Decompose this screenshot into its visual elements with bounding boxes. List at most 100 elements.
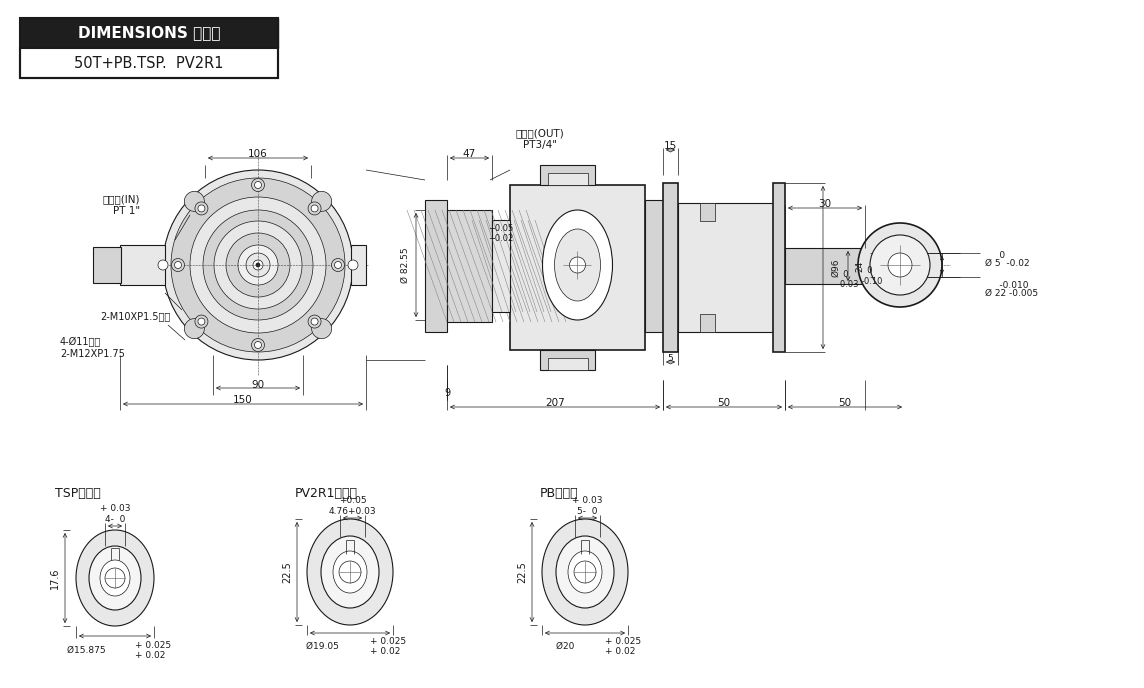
Circle shape <box>574 561 596 583</box>
Circle shape <box>348 260 358 270</box>
Circle shape <box>339 561 362 583</box>
Circle shape <box>198 205 205 212</box>
Circle shape <box>334 261 342 268</box>
Bar <box>93 247 121 283</box>
Text: Ø15.875: Ø15.875 <box>66 646 111 655</box>
Circle shape <box>311 318 318 325</box>
Text: DIMENSIONS 尺寸圖: DIMENSIONS 尺寸圖 <box>78 25 221 41</box>
Circle shape <box>311 319 332 338</box>
Circle shape <box>194 315 208 328</box>
Text: + 0.025
+ 0.02: + 0.025 + 0.02 <box>370 637 406 656</box>
Text: 50: 50 <box>839 398 851 408</box>
Text: + 0.03
5-  0: + 0.03 5- 0 <box>572 496 603 516</box>
Circle shape <box>172 259 184 272</box>
Ellipse shape <box>569 551 602 593</box>
Bar <box>19 18 278 78</box>
Circle shape <box>858 223 942 307</box>
Text: Ø20: Ø20 <box>556 642 580 651</box>
Ellipse shape <box>307 519 394 625</box>
Text: + 0.03
4-  0: + 0.03 4- 0 <box>100 504 130 524</box>
Bar <box>773 183 785 352</box>
Text: 24: 24 <box>856 260 865 272</box>
Circle shape <box>308 315 321 328</box>
Circle shape <box>227 233 289 297</box>
Bar <box>700 203 715 221</box>
Circle shape <box>194 202 208 215</box>
Bar <box>540 350 595 370</box>
Text: 入油口(IN)
PT 1": 入油口(IN) PT 1" <box>103 194 140 216</box>
Text: 4-Ø11鑽穿
2-M12XP1.75: 4-Ø11鑽穿 2-M12XP1.75 <box>59 337 125 359</box>
Text: 47: 47 <box>463 149 476 159</box>
Circle shape <box>190 197 326 333</box>
Text: 2-M10XP1.5鑽穿: 2-M10XP1.5鑽穿 <box>100 311 170 321</box>
Text: TSP連軸器: TSP連軸器 <box>55 486 101 499</box>
Bar <box>700 314 715 332</box>
Ellipse shape <box>76 530 154 626</box>
Circle shape <box>254 182 262 189</box>
Bar <box>447 210 492 322</box>
Ellipse shape <box>542 210 612 320</box>
Bar <box>548 358 588 370</box>
Text: 90: 90 <box>252 380 264 390</box>
Bar <box>426 200 447 332</box>
Text: PB連軸器: PB連軸器 <box>540 486 579 499</box>
Text: PV2R1連軸器: PV2R1連軸器 <box>295 486 358 499</box>
Text: Ø19.05: Ø19.05 <box>307 642 345 651</box>
Bar <box>120 245 165 285</box>
Text: 0
-0.10: 0 -0.10 <box>861 266 883 286</box>
Circle shape <box>202 210 313 320</box>
Text: -0.010: -0.010 <box>985 281 1028 290</box>
Ellipse shape <box>555 229 601 301</box>
Text: 150: 150 <box>233 395 253 405</box>
Text: + 0.025
+ 0.02: + 0.025 + 0.02 <box>605 637 641 656</box>
Circle shape <box>252 178 264 191</box>
Text: 30: 30 <box>818 199 832 209</box>
Circle shape <box>246 253 270 277</box>
Text: 207: 207 <box>546 398 565 408</box>
Circle shape <box>308 202 321 215</box>
Circle shape <box>570 257 586 273</box>
Circle shape <box>256 263 260 267</box>
Text: 9: 9 <box>444 388 450 398</box>
Circle shape <box>311 191 332 211</box>
Bar <box>351 245 366 285</box>
Circle shape <box>238 245 278 285</box>
Text: 50T+PB.TSP.  PV2R1: 50T+PB.TSP. PV2R1 <box>74 56 224 70</box>
Bar <box>447 210 492 322</box>
Circle shape <box>184 191 205 211</box>
Text: 106: 106 <box>248 149 268 159</box>
Circle shape <box>253 260 263 270</box>
Circle shape <box>214 221 302 309</box>
Text: Ø 82.55: Ø 82.55 <box>400 247 410 283</box>
Circle shape <box>888 253 912 277</box>
Circle shape <box>252 338 264 352</box>
Text: Ø 22 -0.005: Ø 22 -0.005 <box>985 288 1038 297</box>
Bar <box>678 203 773 332</box>
Text: 5: 5 <box>668 354 674 363</box>
Ellipse shape <box>542 519 628 625</box>
Text: 22.5: 22.5 <box>283 561 292 583</box>
Bar <box>492 220 510 312</box>
Text: Ø96: Ø96 <box>832 258 841 277</box>
Bar <box>548 173 588 185</box>
Bar <box>785 248 865 284</box>
Ellipse shape <box>556 536 614 608</box>
Circle shape <box>162 170 353 360</box>
Text: +0.02: +0.02 <box>488 233 514 242</box>
Text: 15: 15 <box>664 141 677 151</box>
Circle shape <box>170 178 345 352</box>
Ellipse shape <box>333 551 367 593</box>
Circle shape <box>869 235 930 295</box>
Circle shape <box>184 319 205 338</box>
Text: 0
-0.03: 0 -0.03 <box>839 270 859 289</box>
Text: 0: 0 <box>985 250 1006 259</box>
Circle shape <box>175 261 182 268</box>
Circle shape <box>198 318 205 325</box>
Circle shape <box>332 259 344 272</box>
Bar <box>664 183 678 352</box>
Text: 50: 50 <box>717 398 731 408</box>
Ellipse shape <box>89 546 141 610</box>
Text: +0.05
4.76+0.03: +0.05 4.76+0.03 <box>328 496 376 516</box>
Text: 17.6: 17.6 <box>50 567 59 589</box>
Bar <box>645 200 664 332</box>
